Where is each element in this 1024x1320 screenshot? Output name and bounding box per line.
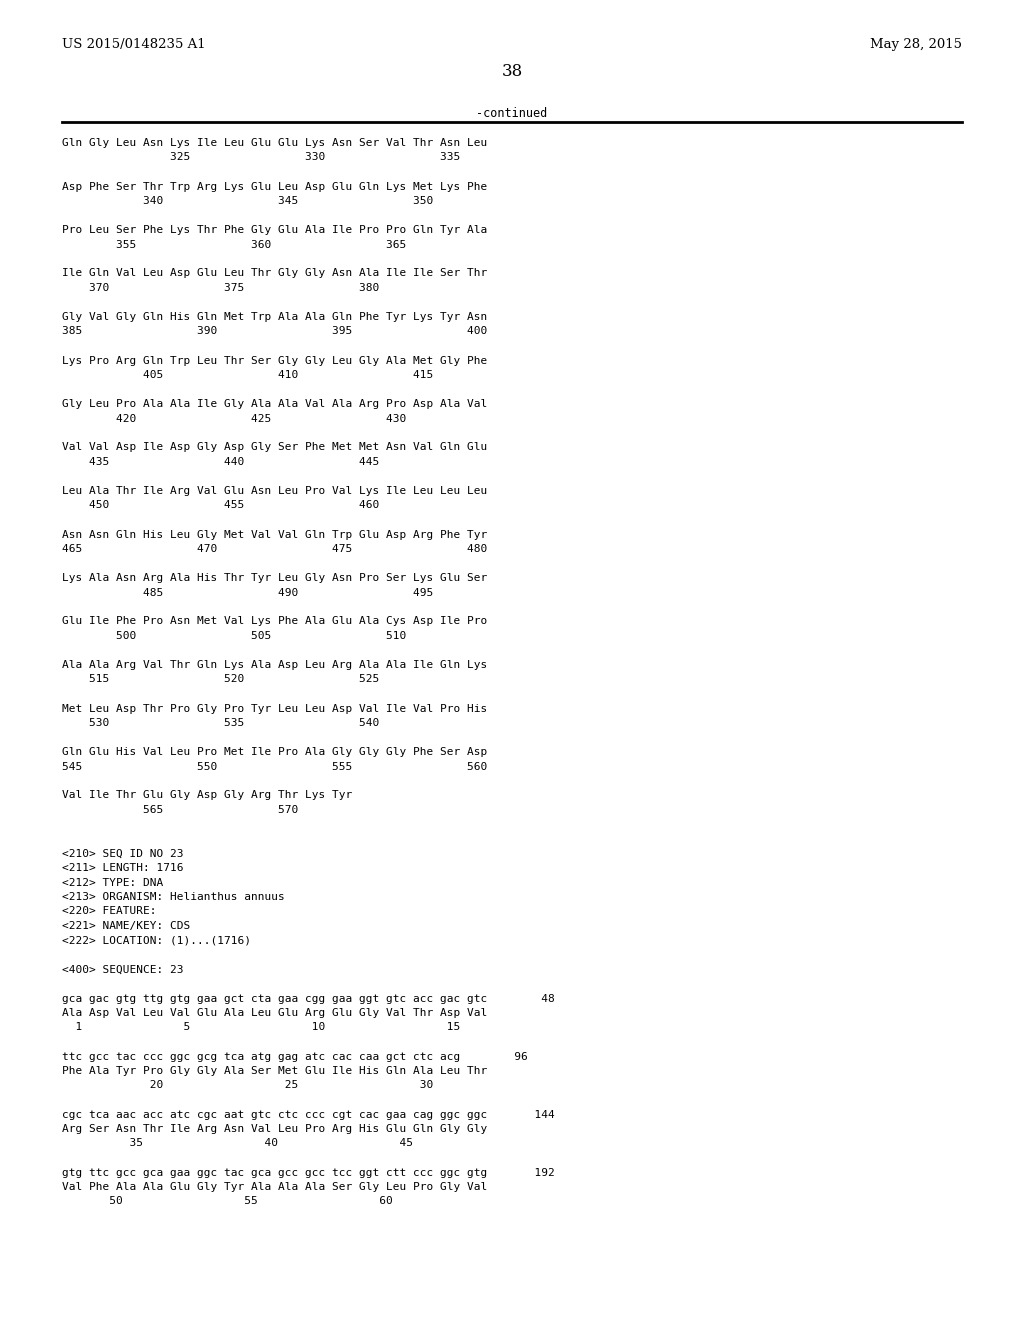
Text: 465                 470                 475                 480: 465 470 475 480	[62, 544, 487, 554]
Text: 370                 375                 380: 370 375 380	[62, 282, 379, 293]
Text: Val Val Asp Ile Asp Gly Asp Gly Ser Phe Met Met Asn Val Gln Glu: Val Val Asp Ile Asp Gly Asp Gly Ser Phe …	[62, 442, 487, 453]
Text: Gln Gly Leu Asn Lys Ile Leu Glu Glu Lys Asn Ser Val Thr Asn Leu: Gln Gly Leu Asn Lys Ile Leu Glu Glu Lys …	[62, 139, 487, 148]
Text: <222> LOCATION: (1)...(1716): <222> LOCATION: (1)...(1716)	[62, 936, 251, 945]
Text: <210> SEQ ID NO 23: <210> SEQ ID NO 23	[62, 849, 183, 858]
Text: 38: 38	[502, 63, 522, 81]
Text: Arg Ser Asn Thr Ile Arg Asn Val Leu Pro Arg His Glu Gln Gly Gly: Arg Ser Asn Thr Ile Arg Asn Val Leu Pro …	[62, 1125, 487, 1134]
Text: 500                 505                 510: 500 505 510	[62, 631, 407, 642]
Text: 515                 520                 525: 515 520 525	[62, 675, 379, 685]
Text: Gly Val Gly Gln His Gln Met Trp Ala Ala Gln Phe Tyr Lys Tyr Asn: Gly Val Gly Gln His Gln Met Trp Ala Ala …	[62, 312, 487, 322]
Text: Val Ile Thr Glu Gly Asp Gly Arg Thr Lys Tyr: Val Ile Thr Glu Gly Asp Gly Arg Thr Lys …	[62, 791, 352, 800]
Text: 325                 330                 335: 325 330 335	[62, 153, 460, 162]
Text: gca gac gtg ttg gtg gaa gct cta gaa cgg gaa ggt gtc acc gac gtc        48: gca gac gtg ttg gtg gaa gct cta gaa cgg …	[62, 994, 555, 1003]
Text: <400> SEQUENCE: 23: <400> SEQUENCE: 23	[62, 965, 183, 974]
Text: 530                 535                 540: 530 535 540	[62, 718, 379, 729]
Text: 405                 410                 415: 405 410 415	[62, 370, 433, 380]
Text: 20                  25                  30: 20 25 30	[62, 1081, 433, 1090]
Text: Lys Pro Arg Gln Trp Leu Thr Ser Gly Gly Leu Gly Ala Met Gly Phe: Lys Pro Arg Gln Trp Leu Thr Ser Gly Gly …	[62, 355, 487, 366]
Text: Ala Asp Val Leu Val Glu Ala Leu Glu Arg Glu Gly Val Thr Asp Val: Ala Asp Val Leu Val Glu Ala Leu Glu Arg …	[62, 1008, 487, 1018]
Text: 50                  55                  60: 50 55 60	[62, 1196, 393, 1206]
Text: Ile Gln Val Leu Asp Glu Leu Thr Gly Gly Asn Ala Ile Ile Ser Thr: Ile Gln Val Leu Asp Glu Leu Thr Gly Gly …	[62, 268, 487, 279]
Text: Met Leu Asp Thr Pro Gly Pro Tyr Leu Leu Asp Val Ile Val Pro His: Met Leu Asp Thr Pro Gly Pro Tyr Leu Leu …	[62, 704, 487, 714]
Text: 385                 390                 395                 400: 385 390 395 400	[62, 326, 487, 337]
Text: 565                 570: 565 570	[62, 805, 298, 814]
Text: -continued: -continued	[476, 107, 548, 120]
Text: 485                 490                 495: 485 490 495	[62, 587, 433, 598]
Text: Glu Ile Phe Pro Asn Met Val Lys Phe Ala Glu Ala Cys Asp Ile Pro: Glu Ile Phe Pro Asn Met Val Lys Phe Ala …	[62, 616, 487, 627]
Text: May 28, 2015: May 28, 2015	[870, 38, 962, 51]
Text: Leu Ala Thr Ile Arg Val Glu Asn Leu Pro Val Lys Ile Leu Leu Leu: Leu Ala Thr Ile Arg Val Glu Asn Leu Pro …	[62, 486, 487, 496]
Text: 340                 345                 350: 340 345 350	[62, 195, 433, 206]
Text: Asn Asn Gln His Leu Gly Met Val Val Gln Trp Glu Asp Arg Phe Tyr: Asn Asn Gln His Leu Gly Met Val Val Gln …	[62, 529, 487, 540]
Text: 420                 425                 430: 420 425 430	[62, 413, 407, 424]
Text: Pro Leu Ser Phe Lys Thr Phe Gly Glu Ala Ile Pro Pro Gln Tyr Ala: Pro Leu Ser Phe Lys Thr Phe Gly Glu Ala …	[62, 224, 487, 235]
Text: 355                 360                 365: 355 360 365	[62, 239, 407, 249]
Text: Gly Leu Pro Ala Ala Ile Gly Ala Ala Val Ala Arg Pro Asp Ala Val: Gly Leu Pro Ala Ala Ile Gly Ala Ala Val …	[62, 399, 487, 409]
Text: <221> NAME/KEY: CDS: <221> NAME/KEY: CDS	[62, 921, 190, 931]
Text: ttc gcc tac ccc ggc gcg tca atg gag atc cac caa gct ctc acg        96: ttc gcc tac ccc ggc gcg tca atg gag atc …	[62, 1052, 527, 1061]
Text: Asp Phe Ser Thr Trp Arg Lys Glu Leu Asp Glu Gln Lys Met Lys Phe: Asp Phe Ser Thr Trp Arg Lys Glu Leu Asp …	[62, 181, 487, 191]
Text: <213> ORGANISM: Helianthus annuus: <213> ORGANISM: Helianthus annuus	[62, 892, 285, 902]
Text: <211> LENGTH: 1716: <211> LENGTH: 1716	[62, 863, 183, 873]
Text: Gln Glu His Val Leu Pro Met Ile Pro Ala Gly Gly Gly Phe Ser Asp: Gln Glu His Val Leu Pro Met Ile Pro Ala …	[62, 747, 487, 756]
Text: 450                 455                 460: 450 455 460	[62, 500, 379, 511]
Text: Val Phe Ala Ala Glu Gly Tyr Ala Ala Ala Ser Gly Leu Pro Gly Val: Val Phe Ala Ala Glu Gly Tyr Ala Ala Ala …	[62, 1181, 487, 1192]
Text: US 2015/0148235 A1: US 2015/0148235 A1	[62, 38, 206, 51]
Text: Ala Ala Arg Val Thr Gln Lys Ala Asp Leu Arg Ala Ala Ile Gln Lys: Ala Ala Arg Val Thr Gln Lys Ala Asp Leu …	[62, 660, 487, 671]
Text: 1               5                  10                  15: 1 5 10 15	[62, 1023, 460, 1032]
Text: <220> FEATURE:: <220> FEATURE:	[62, 907, 157, 916]
Text: Lys Ala Asn Arg Ala His Thr Tyr Leu Gly Asn Pro Ser Lys Glu Ser: Lys Ala Asn Arg Ala His Thr Tyr Leu Gly …	[62, 573, 487, 583]
Text: 545                 550                 555                 560: 545 550 555 560	[62, 762, 487, 771]
Text: cgc tca aac acc atc cgc aat gtc ctc ccc cgt cac gaa cag ggc ggc       144: cgc tca aac acc atc cgc aat gtc ctc ccc …	[62, 1110, 555, 1119]
Text: 35                  40                  45: 35 40 45	[62, 1138, 413, 1148]
Text: <212> TYPE: DNA: <212> TYPE: DNA	[62, 878, 163, 887]
Text: gtg ttc gcc gca gaa ggc tac gca gcc gcc tcc ggt ctt ccc ggc gtg       192: gtg ttc gcc gca gaa ggc tac gca gcc gcc …	[62, 1167, 555, 1177]
Text: 435                 440                 445: 435 440 445	[62, 457, 379, 467]
Text: Phe Ala Tyr Pro Gly Gly Ala Ser Met Glu Ile His Gln Ala Leu Thr: Phe Ala Tyr Pro Gly Gly Ala Ser Met Glu …	[62, 1067, 487, 1076]
